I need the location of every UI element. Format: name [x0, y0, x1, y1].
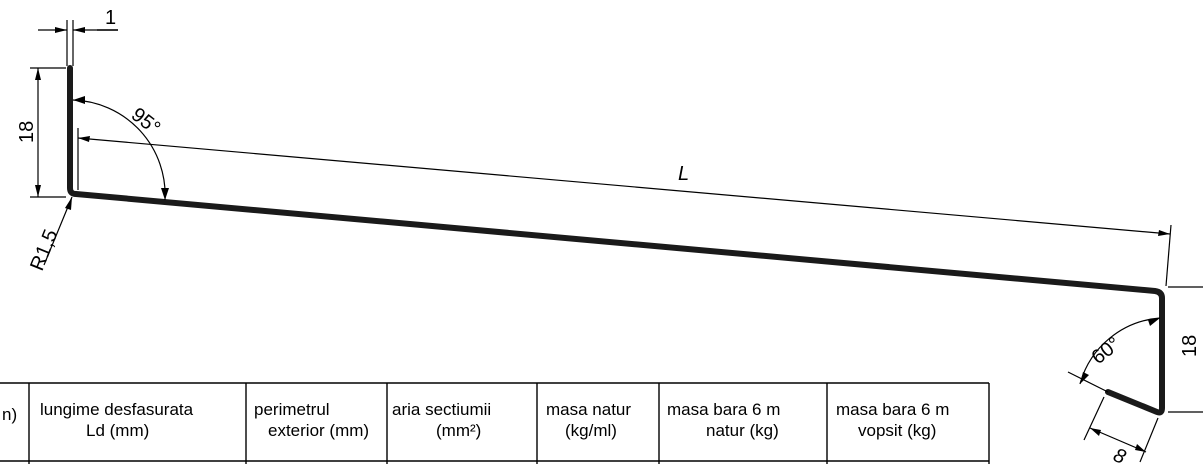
radius-label: R1,5: [26, 226, 62, 273]
left-flange-label: 18: [16, 121, 38, 143]
table-header-4-line1: masa natur: [546, 400, 631, 419]
table-header-1-line2: Ld (mm): [86, 421, 149, 440]
specification-table: n) lungime desfasurata Ld (mm) perimetru…: [0, 382, 990, 464]
table-header-1-line1: lungime desfasurata: [40, 400, 194, 419]
left-flange-dimension: 18: [16, 67, 66, 198]
table-header-6-line2: vopsit (kg): [858, 421, 936, 440]
return-leg-label: 8: [1110, 444, 1129, 464]
thickness-label: 1: [105, 7, 116, 29]
length-label: L: [678, 163, 689, 185]
left-angle-dimension: 95°: [72, 96, 169, 201]
right-angle-dimension: 60°: [1067, 317, 1161, 393]
thickness-dimension: 1: [38, 7, 118, 66]
right-flange-label: 18: [1179, 335, 1201, 357]
table-header-0-line1: n): [2, 405, 17, 424]
table-header-3-line2: (mm²): [436, 421, 481, 440]
table-header-5-line2: natur (kg): [706, 421, 779, 440]
table-header-3-line1: aria sectiumii: [392, 400, 491, 419]
table-header-4-line2: (kg/ml): [565, 421, 617, 440]
profile-section: [67, 65, 1165, 416]
left-angle-label: 95°: [127, 104, 164, 140]
table-header-6-line1: masa bara 6 m: [836, 400, 949, 419]
right-flange-dimension: 18: [1168, 286, 1203, 413]
right-angle-label: 60°: [1088, 333, 1125, 369]
table-header-2-line2: exterior (mm): [268, 421, 369, 440]
return-leg-dimension: 8: [1083, 396, 1159, 464]
length-dimension: L: [77, 128, 1172, 287]
radius-dimension: R1,5: [26, 196, 73, 274]
table-header-5-line1: masa bara 6 m: [667, 400, 780, 419]
table-header-2-line1: perimetrul: [254, 400, 330, 419]
